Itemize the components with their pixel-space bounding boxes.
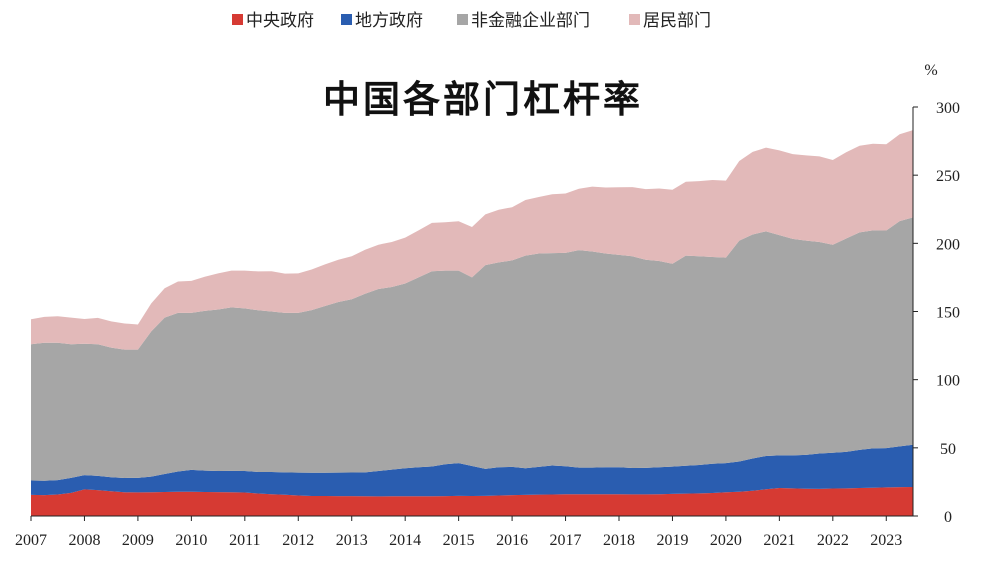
x-axis-ticks: 2007 2008 2009 2010 2011 2012 2013 2014 2015 2016… xyxy=(15,516,902,549)
x-tick-label: 2017 xyxy=(550,532,582,549)
x-tick-label: 2013 xyxy=(336,532,368,549)
stacked-areas xyxy=(31,130,913,516)
legend-swatch xyxy=(629,14,640,25)
x-tick-label: 2022 xyxy=(817,532,849,549)
y-tick-label: 300 xyxy=(936,100,960,117)
area-series-2 xyxy=(31,217,913,481)
x-tick-label: 2015 xyxy=(443,532,475,549)
legend-label: 非金融企业部门 xyxy=(471,11,590,31)
x-tick-label: 2023 xyxy=(870,532,902,549)
x-tick-label: 2016 xyxy=(496,532,528,549)
y-tick-label: 250 xyxy=(936,168,960,185)
legend: 中央政府 地方政府 非金融企业部门 居民部门 xyxy=(232,11,711,31)
x-tick-label: 2009 xyxy=(122,532,154,549)
x-tick-label: 2018 xyxy=(603,532,635,549)
legend-label: 地方政府 xyxy=(355,11,423,31)
area-series-1 xyxy=(31,444,913,497)
y-tick-label: 50 xyxy=(940,441,956,458)
y-axis-ticks: 0 50 100 150 200 250 300 xyxy=(913,100,960,526)
chart-title: 中国各部门杠杆率 xyxy=(323,77,643,121)
legend-label: 中央政府 xyxy=(246,11,314,31)
x-tick-label: 2019 xyxy=(656,532,688,549)
x-tick-label: 2011 xyxy=(229,532,260,549)
y-tick-label: 200 xyxy=(936,236,960,253)
y-tick-label: 100 xyxy=(936,373,960,390)
legend-swatch xyxy=(457,14,468,25)
area-series-3 xyxy=(31,130,913,350)
x-tick-label: 2010 xyxy=(175,532,207,549)
axes: 2007 2008 2009 2010 2011 2012 2013 2014 2015 2016… xyxy=(15,100,960,549)
x-tick-label: 2014 xyxy=(389,532,421,549)
x-tick-label: 2020 xyxy=(710,532,742,549)
x-tick-label: 2012 xyxy=(282,532,314,549)
y-tick-label: 0 xyxy=(944,509,952,526)
legend-swatch xyxy=(232,14,243,25)
x-tick-label: 2008 xyxy=(68,532,100,549)
y-tick-label: 150 xyxy=(936,305,960,322)
legend-swatch xyxy=(341,14,352,25)
x-tick-label: 2007 xyxy=(15,532,47,549)
x-tick-label: 2021 xyxy=(763,532,795,549)
area-series-0 xyxy=(31,486,913,516)
legend-label: 居民部门 xyxy=(643,11,711,31)
y-axis-unit-label: % xyxy=(924,62,937,79)
